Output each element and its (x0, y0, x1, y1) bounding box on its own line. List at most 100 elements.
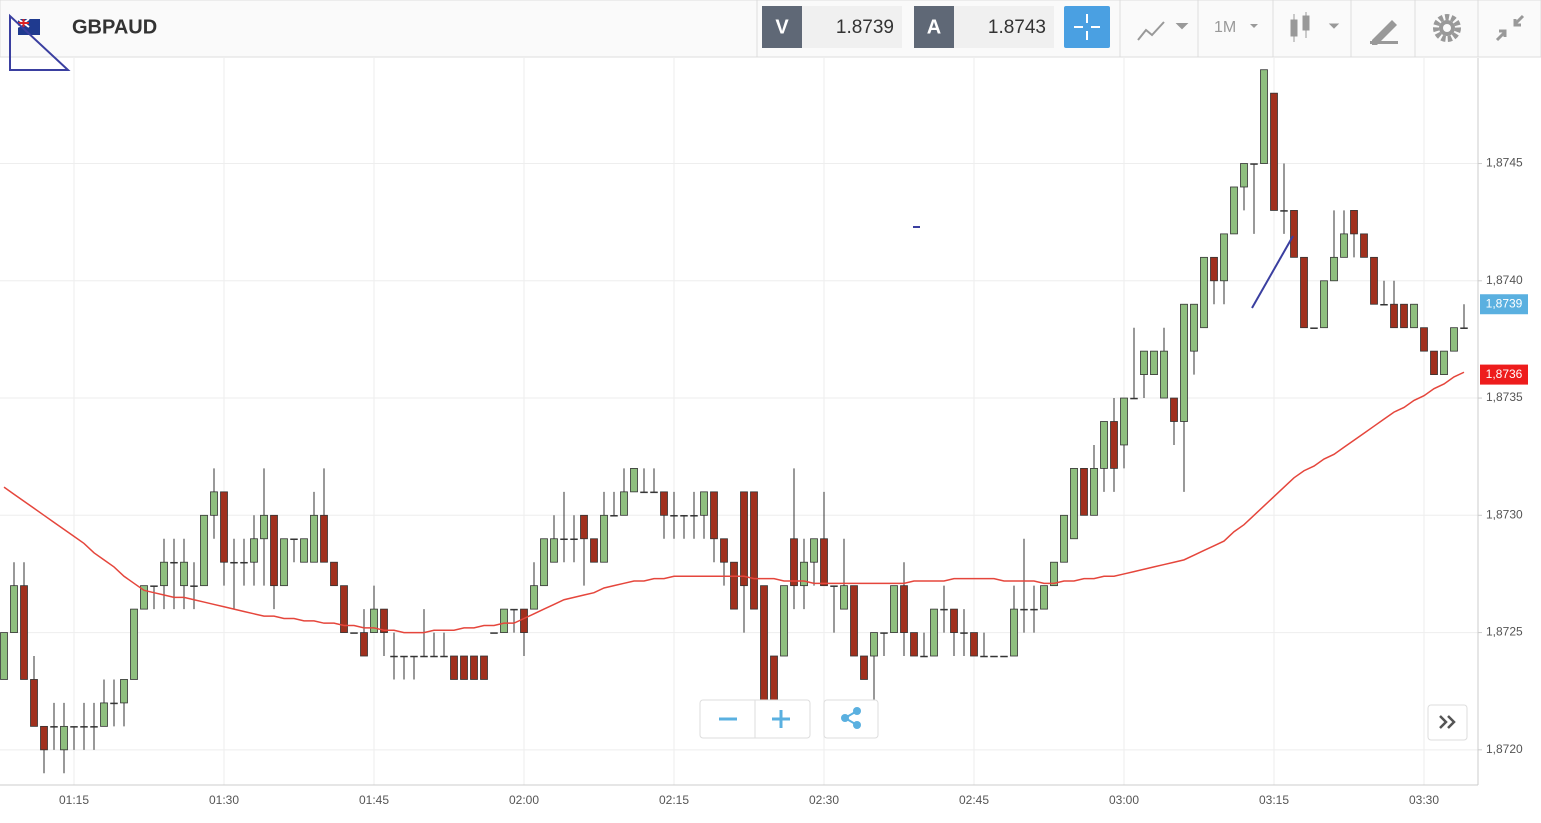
candle-body (360, 632, 368, 657)
candle-body (280, 538, 288, 587)
y-tick-label: 1,8740 (1486, 273, 1523, 287)
bid-button[interactable] (762, 6, 802, 48)
candle-body (300, 538, 308, 563)
bid-price: 1.8739 (836, 17, 894, 38)
candle-body (440, 655, 448, 658)
candle-body (1400, 303, 1408, 329)
candle-body (20, 585, 28, 680)
candle-body (840, 585, 848, 610)
candle-body (1200, 256, 1208, 329)
grid (0, 58, 1478, 785)
ask-price: 1.8743 (988, 17, 1046, 38)
candle-body (170, 561, 178, 564)
draw-tool-button[interactable] (1370, 20, 1398, 45)
candle-body (770, 655, 778, 704)
candle-body (1230, 186, 1238, 235)
candle-body (330, 561, 338, 587)
candle-body (570, 538, 578, 541)
candle-body (550, 538, 558, 563)
drawing-line[interactable] (1251, 235, 1294, 309)
candle-body (890, 585, 898, 633)
candle-body (500, 608, 508, 633)
candle-body (1370, 256, 1378, 305)
candle-body (830, 585, 838, 587)
moving-average-line (3, 371, 1465, 634)
candle-body (1440, 350, 1448, 375)
candle-body (970, 632, 978, 657)
candle-body (700, 491, 708, 516)
price-tag (1480, 364, 1528, 385)
collapse-button[interactable] (1495, 14, 1525, 42)
price-tag (1480, 294, 1528, 315)
candle-body (30, 679, 38, 727)
candle-body (1110, 421, 1118, 469)
candle-body (810, 538, 818, 563)
settings-button[interactable] (1433, 14, 1461, 42)
candle-body (460, 655, 468, 680)
candle-body (70, 726, 78, 728)
candle-body (610, 515, 618, 517)
candle-body (1300, 256, 1308, 329)
candle-body (1000, 655, 1008, 658)
candle-body (60, 725, 68, 751)
candle-body (1270, 92, 1278, 211)
candle-body (1350, 210, 1358, 235)
candle-body (1070, 468, 1078, 540)
candle-body (240, 561, 248, 564)
x-tick-label: 03:15 (1259, 793, 1289, 807)
candle-body (90, 726, 98, 728)
candle-body (1100, 421, 1108, 469)
candle-body (1420, 327, 1428, 352)
candle-body (620, 491, 628, 516)
zoom-controls[interactable] (699, 699, 811, 739)
candle-body (1330, 256, 1338, 282)
bid-label: V (775, 16, 789, 38)
candle-body (1030, 608, 1038, 611)
candle-body (1090, 468, 1098, 516)
candle-body (1430, 350, 1438, 375)
candle-body (670, 515, 678, 517)
candle-body (580, 514, 588, 540)
y-tick-label: 1,8735 (1486, 390, 1523, 404)
crosshair-button[interactable] (1064, 6, 1110, 48)
drawing-triangle[interactable] (9, 13, 71, 71)
ask-button[interactable] (914, 6, 954, 48)
candle-body (1220, 233, 1228, 282)
candle-body (150, 585, 158, 587)
candle-body (530, 585, 538, 610)
candle-body (1260, 69, 1268, 164)
candle-body (710, 491, 718, 540)
candle-body (1450, 327, 1458, 352)
candle-body (990, 655, 998, 658)
candle-body (560, 538, 568, 541)
candle-body (410, 655, 418, 658)
candle-body (900, 585, 908, 633)
interval[interactable]: 1M (1214, 19, 1236, 36)
scroll-end-button[interactable] (1427, 704, 1468, 741)
candle-body (600, 514, 608, 563)
candle-body (520, 608, 528, 633)
candle-body (920, 655, 928, 658)
candle-type-button[interactable] (1290, 12, 1340, 42)
candle-body (480, 655, 488, 680)
candle-body (640, 491, 648, 494)
candle-body (110, 702, 118, 705)
candle-body (400, 655, 408, 658)
chart-type-button[interactable] (1137, 21, 1189, 41)
interval-caret (1250, 24, 1258, 28)
ask-label: A (927, 16, 941, 38)
candle-body (850, 585, 858, 657)
candle-body (40, 725, 48, 751)
candle-body (1050, 561, 1058, 587)
candle-body (1210, 256, 1218, 282)
candle-body (1170, 397, 1178, 422)
candle-body (370, 608, 378, 633)
candle-body (950, 608, 958, 633)
share-button[interactable] (823, 699, 879, 739)
x-tick-label: 03:30 (1409, 793, 1439, 807)
x-tick-label: 03:00 (1109, 793, 1139, 807)
candle-body (730, 561, 738, 610)
candle-body (180, 561, 188, 587)
candle-body (10, 585, 18, 633)
candle-body (310, 514, 318, 563)
